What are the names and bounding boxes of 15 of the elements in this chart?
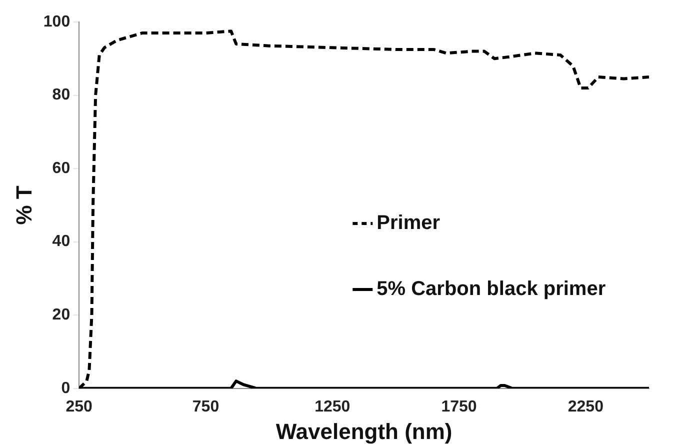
legend-label: 5% Carbon black primer [376, 278, 606, 300]
y-tick-label: 40 [52, 233, 70, 250]
x-tick-label: 1250 [314, 398, 350, 416]
x-tick-label: 250 [66, 398, 93, 416]
legend-label: Primer [376, 212, 440, 234]
y-tick-label: 0 [61, 380, 70, 397]
x-tick-label: 2250 [568, 398, 604, 416]
y-tick-label: 20 [52, 306, 70, 324]
x-axis-title: Wavelength (nm) [276, 418, 452, 444]
x-tick-label: 1750 [441, 398, 477, 416]
y-tick-label: 80 [52, 86, 70, 104]
x-tick-label: 750 [192, 398, 220, 416]
y-tick-label: 100 [43, 13, 70, 30]
y-axis-title: % T [11, 185, 36, 225]
y-tick-label: 60 [52, 160, 70, 177]
